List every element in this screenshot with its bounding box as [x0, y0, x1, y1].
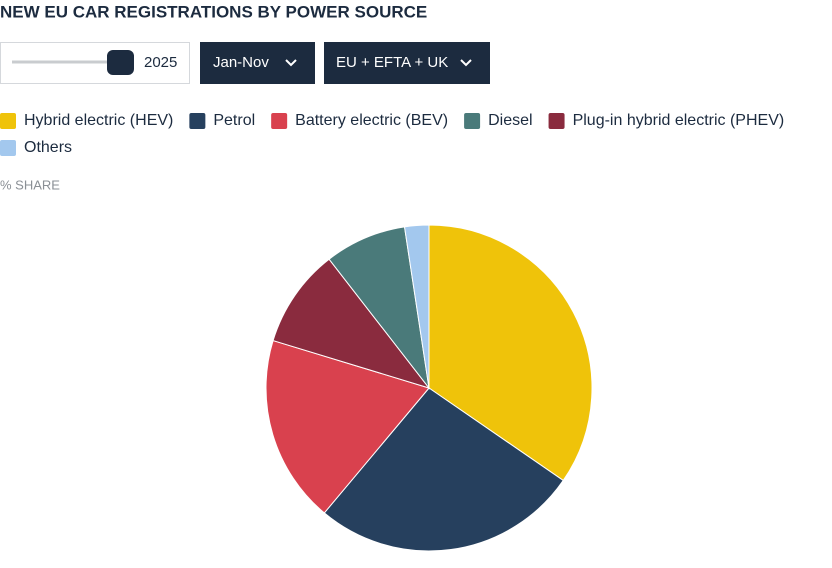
- legend-swatch: [548, 113, 565, 129]
- legend-label: Petrol: [213, 112, 255, 129]
- chevron: [460, 59, 472, 67]
- legend-label: Battery electric (BEV): [295, 112, 448, 129]
- legend-label: Plug-in hybrid electric (PHEV): [573, 112, 785, 129]
- legend-swatch: [0, 113, 16, 129]
- legend: Hybrid electric (HEV) Petrol Battery elect…: [0, 112, 784, 156]
- legend-swatch: [271, 113, 288, 129]
- pie-slice: [428, 224, 593, 482]
- legend-item: Hybrid electric (HEV): [0, 112, 173, 129]
- legend-swatch: [0, 140, 16, 156]
- chart-title: NEW EU CAR REGISTRATIONS BY POWER SOURCE: [0, 2, 427, 21]
- legend-label: Diesel: [488, 112, 532, 129]
- pie-slice: [323, 387, 564, 552]
- pie-slice: [403, 224, 430, 389]
- pie-slice: [265, 339, 430, 514]
- legend-item: Petrol: [189, 112, 255, 129]
- dropdown-label: EU + EFTA + UK: [336, 54, 448, 71]
- period-dropdown[interactable]: [200, 42, 315, 84]
- chevron: [285, 59, 297, 67]
- legend-label: Hybrid electric (HEV): [24, 112, 173, 129]
- legend-item: Battery electric (BEV): [271, 112, 448, 129]
- legend-swatch: [464, 113, 481, 129]
- legend-item: Diesel: [464, 112, 533, 129]
- pie-slice: [272, 258, 431, 389]
- legend-item: Others: [0, 139, 72, 156]
- legend-label: Others: [24, 139, 72, 156]
- legend-swatch: [189, 113, 206, 129]
- pie: [265, 224, 593, 552]
- region-dropdown[interactable]: [324, 42, 490, 84]
- slider-handle[interactable]: [107, 50, 134, 75]
- unit-label: % SHARE: [0, 177, 60, 192]
- slider-value: 2025: [144, 54, 177, 71]
- legend-item: Plug-in hybrid electric (PHEV): [548, 112, 785, 129]
- dropdown-label: Jan-Nov: [213, 54, 269, 71]
